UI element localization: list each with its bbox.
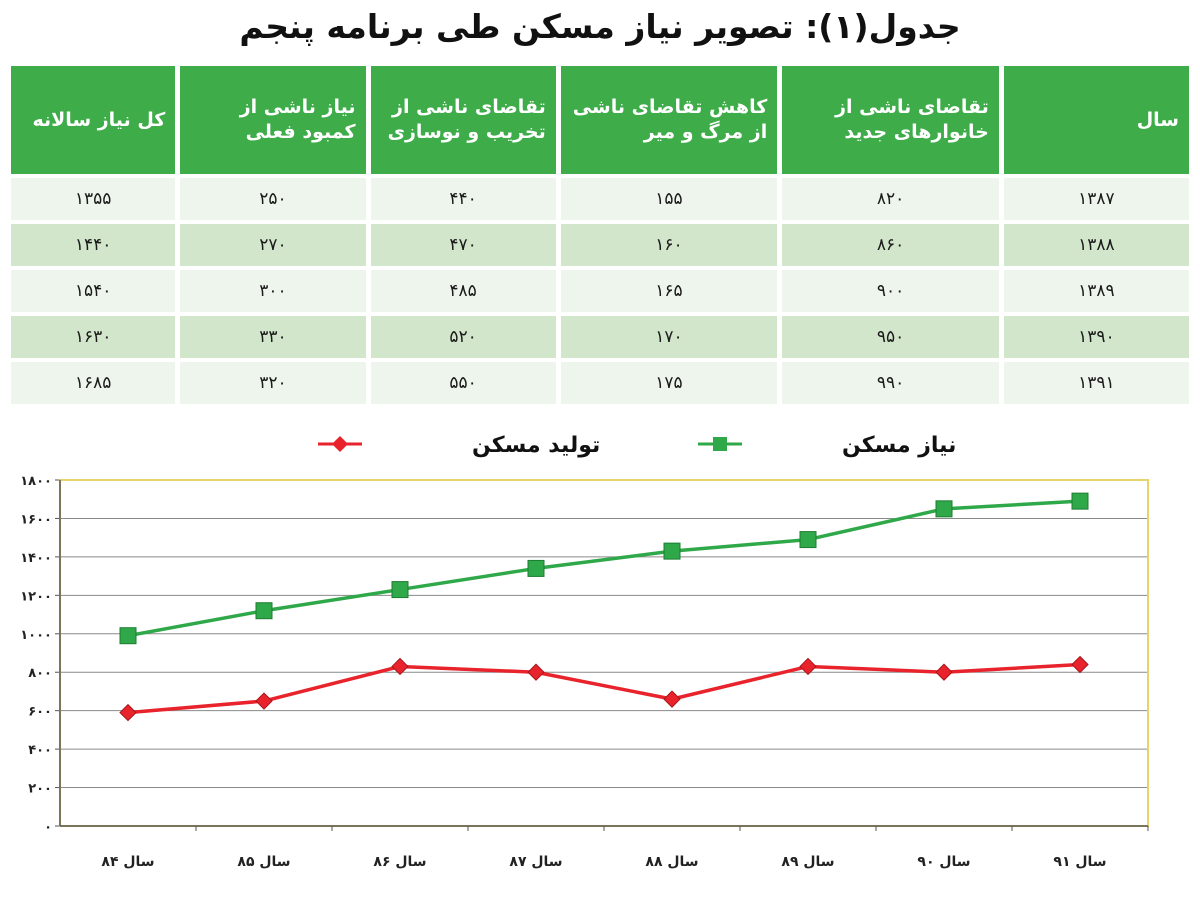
y-tick-labels: ۰ ۲۰۰ ۴۰۰ ۶۰۰ ۸۰۰ ۱۰۰۰ ۱۲۰۰ ۱۴۰۰ ۱۶۰۰ ۱۸۰۰ xyxy=(20,474,52,835)
legend-item-production: تولید مسکن xyxy=(318,433,600,458)
table-header-row: سال تقاضای ناشی از خانوارهای جدید کاهش ت… xyxy=(11,66,1189,174)
housing-line-chart: ۰ ۲۰۰ ۴۰۰ ۶۰۰ ۸۰۰ ۱۰۰۰ ۱۲۰۰ ۱۴۰۰ ۱۶۰۰ ۱۸۰۰ سال ۸۴… xyxy=(0,420,1200,897)
table-cell: ۱۴۴۰ xyxy=(11,224,176,266)
x-tick-label: سال ۸۸ xyxy=(645,854,698,870)
series-line-need xyxy=(127,499,1081,638)
legend-need-label: نیاز مسکن xyxy=(842,433,956,458)
header-year: سال xyxy=(1003,66,1189,174)
y-tick-label: ۲۰۰ xyxy=(28,782,52,797)
x-tick-label: سال ۹۱ xyxy=(1053,854,1106,870)
table-cell: ۱۳۸۹ xyxy=(1003,270,1189,312)
housing-chart-container: ۰ ۲۰۰ ۴۰۰ ۶۰۰ ۸۰۰ ۱۰۰۰ ۱۲۰۰ ۱۴۰۰ ۱۶۰۰ ۱۸۰۰ سال ۸۴… xyxy=(0,420,1200,897)
table-cell: ۲۵۰ xyxy=(180,178,366,220)
table-cell: ۹۰۰ xyxy=(782,270,999,312)
header-total-annual-need: کل نیاز سالانه xyxy=(11,66,176,174)
header-new-households: تقاضای ناشی از خانوارهای جدید xyxy=(782,66,999,174)
header-demolition-renewal: تقاضای ناشی از تخریب و نوسازی xyxy=(370,66,556,174)
table-row: ۱۳۹۰ ۹۵۰ ۱۷۰ ۵۲۰ ۳۳۰ ۱۶۳۰ xyxy=(11,316,1189,358)
y-tick-label: ۴۰۰ xyxy=(28,743,52,758)
table-row: ۱۳۸۷ ۸۲۰ ۱۵۵ ۴۴۰ ۲۵۰ ۱۳۵۵ xyxy=(11,178,1189,220)
x-tick-label: سال ۸۴ xyxy=(101,854,154,870)
table-cell: ۱۷۰ xyxy=(560,316,778,358)
need-data-point xyxy=(391,581,409,599)
production-data-point xyxy=(527,663,545,681)
table-cell: ۱۶۸۵ xyxy=(11,362,176,404)
table-cell: ۱۵۵ xyxy=(560,178,778,220)
production-data-point xyxy=(1071,655,1089,674)
production-data-point xyxy=(663,690,681,708)
table-cell: ۱۶۰ xyxy=(560,224,778,266)
y-tick-label: ۱۰۰۰ xyxy=(20,628,52,643)
y-tick-label: ۱۲۰۰ xyxy=(20,589,52,604)
table-row: ۱۳۹۱ ۹۹۰ ۱۷۵ ۵۵۰ ۳۲۰ ۱۶۸۵ xyxy=(11,362,1189,404)
production-data-point xyxy=(119,703,137,722)
y-tick-label: ۶۰۰ xyxy=(28,705,52,720)
table-cell: ۳۳۰ xyxy=(180,316,366,358)
table-cell: ۱۶۵ xyxy=(560,270,778,312)
need-data-point xyxy=(119,627,137,645)
table-cell: ۵۲۰ xyxy=(370,316,556,358)
header-current-shortage: نیاز ناشی از کمبود فعلی xyxy=(180,66,366,174)
table-cell: ۲۷۰ xyxy=(180,224,366,266)
table-cell: ۹۹۰ xyxy=(782,362,999,404)
x-tick-label: سال ۸۷ xyxy=(509,854,562,870)
need-data-point xyxy=(255,602,273,620)
need-data-point xyxy=(1071,492,1089,510)
x-tick-labels: سال ۸۴ سال ۸۵ سال ۸۶ سال ۸۷ سال ۸۸ سال ۸۹ سال … xyxy=(101,826,1149,870)
need-data-point xyxy=(935,500,953,518)
production-data-point xyxy=(255,692,273,710)
series-layer xyxy=(119,492,1089,722)
legend-production-label: تولید مسکن xyxy=(472,433,600,458)
table-cell: ۱۷۵ xyxy=(560,362,778,404)
x-tick-label: سال ۸۶ xyxy=(373,854,426,870)
need-data-point xyxy=(663,542,681,560)
x-tick-label: سال ۸۹ xyxy=(781,854,834,870)
table-cell: ۱۵۴۰ xyxy=(11,270,176,312)
legend-need-marker xyxy=(713,437,727,451)
table-cell: ۳۲۰ xyxy=(180,362,366,404)
table-cell: ۴۷۰ xyxy=(370,224,556,266)
table-row: ۱۳۸۹ ۹۰۰ ۱۶۵ ۴۸۵ ۳۰۰ ۱۵۴۰ xyxy=(11,270,1189,312)
y-tick-label: ۰ xyxy=(44,820,52,835)
chart-background xyxy=(0,420,1200,897)
y-tick-label: ۱۴۰۰ xyxy=(20,551,52,566)
table-cell: ۹۵۰ xyxy=(782,316,999,358)
table-cell: ۳۰۰ xyxy=(180,270,366,312)
legend: نیاز مسکن تولید مسکن xyxy=(318,433,956,458)
table-cell: ۱۶۳۰ xyxy=(11,316,176,358)
series-line-production xyxy=(127,662,1081,715)
need-data-point xyxy=(799,531,817,549)
header-mortality-reduction: کاهش تقاضای ناشی از مرگ و میر xyxy=(560,66,778,174)
table-cell: ۸۶۰ xyxy=(782,224,999,266)
legend-item-need: نیاز مسکن xyxy=(698,433,956,458)
table-cell: ۱۳۸۷ xyxy=(1003,178,1189,220)
table-cell: ۱۳۹۰ xyxy=(1003,316,1189,358)
housing-need-table: سال تقاضای ناشی از خانوارهای جدید کاهش ت… xyxy=(6,62,1194,408)
table-cell: ۱۳۵۵ xyxy=(11,178,176,220)
legend-production-marker xyxy=(332,436,348,452)
x-tick-label: سال ۹۰ xyxy=(917,854,970,870)
table-cell: ۸۲۰ xyxy=(782,178,999,220)
y-tick-label: ۱۶۰۰ xyxy=(20,512,52,527)
y-tick-label: ۸۰۰ xyxy=(28,666,52,681)
table-cell: ۱۳۹۱ xyxy=(1003,362,1189,404)
page-title: جدول(۱): تصویر نیاز مسکن طی برنامه پنجم xyxy=(239,7,961,46)
table-cell: ۱۳۸۸ xyxy=(1003,224,1189,266)
table-row: ۱۳۸۸ ۸۶۰ ۱۶۰ ۴۷۰ ۲۷۰ ۱۴۴۰ xyxy=(11,224,1189,266)
table-cell: ۵۵۰ xyxy=(370,362,556,404)
table-cell: ۴۴۰ xyxy=(370,178,556,220)
x-tick-label: سال ۸۵ xyxy=(237,854,290,870)
housing-need-table-container: سال تقاضای ناشی از خانوارهای جدید کاهش ت… xyxy=(6,62,1194,404)
need-data-point xyxy=(527,559,545,577)
table-cell: ۴۸۵ xyxy=(370,270,556,312)
production-data-point xyxy=(799,657,817,676)
production-data-point xyxy=(935,663,953,681)
y-tick-label: ۱۸۰۰ xyxy=(20,474,52,489)
production-data-point xyxy=(391,657,409,676)
